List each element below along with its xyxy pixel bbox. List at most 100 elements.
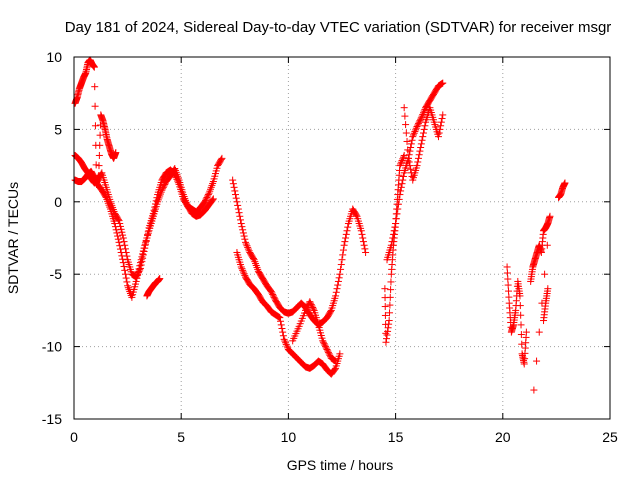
data-point [161,180,169,188]
data-point [282,340,290,348]
x-tick-label: 20 [495,429,511,445]
data-point [118,228,126,236]
data-point [385,320,393,328]
data-point [241,271,249,279]
y-tick-label: 0 [54,194,62,210]
data-point [409,133,417,141]
data-point [245,247,253,255]
data-point [383,331,391,339]
data-point [359,234,367,242]
data-point [418,112,426,120]
data-point [398,180,406,188]
data-point [133,274,141,282]
data-point [390,227,398,235]
data-point [385,317,393,325]
data-point [336,270,344,278]
data-point [115,238,123,246]
x-tick-label: 0 [70,429,78,445]
data-point [91,122,99,130]
data-point [340,241,348,249]
data-point [518,340,526,348]
y-tick-label: -15 [42,411,62,427]
data-point [391,223,399,231]
data-point [503,263,511,271]
data-point [535,328,543,336]
data-point [411,128,419,136]
data-point [249,255,257,263]
data-point [343,227,351,235]
data-point [320,340,328,348]
data-point [319,338,327,346]
data-point [241,235,249,243]
data-point [397,160,405,168]
data-point [437,122,445,130]
data-point [121,270,129,278]
tick-marks [73,56,611,420]
data-point [95,172,103,180]
data-point [414,120,422,128]
data-point [119,255,127,263]
data-point [324,348,332,356]
data-point [352,211,360,219]
data-point [522,328,530,336]
x-tick-labels: 0 5 10 15 20 25 [70,429,618,445]
data-point [392,220,400,228]
data-point [338,256,346,264]
data-point [139,250,147,258]
data-point [323,345,331,353]
data-point [282,339,290,347]
data-point [389,234,397,242]
data-point [344,223,352,231]
data-point [517,331,525,339]
data-point [394,205,402,213]
y-axis-label: SDTVAR / TECUs [5,182,21,294]
data-point [119,234,127,242]
data-point [267,288,275,296]
data-point [386,309,394,317]
data-point [342,230,350,238]
data-point [96,131,104,139]
data-point [399,172,407,180]
data-point [233,198,241,206]
data-point [118,252,126,260]
data-point [242,238,250,246]
data-point [504,275,512,283]
data-point [309,305,317,313]
data-point [381,285,389,293]
data-point [410,129,418,137]
data-point [209,196,217,204]
y-tick-labels: -15 -10 -5 0 5 10 [42,49,62,427]
data-point [111,223,119,231]
data-point [136,262,144,270]
data-point [123,278,131,286]
data-point [307,301,315,309]
data-point [95,162,103,170]
data-point [342,234,350,242]
data-point [119,259,127,267]
data-point [159,183,167,191]
data-point [418,136,426,144]
data-point [439,111,447,119]
data-point [307,299,315,307]
data-point [384,327,392,335]
data-point [533,357,541,365]
data-point [399,176,407,184]
data-point [119,231,127,239]
data-point [339,251,347,259]
data-point [101,192,109,200]
data-point [279,328,287,336]
data-point [268,289,276,297]
data-point [362,248,370,256]
data-point [388,238,396,246]
data-point [393,210,401,218]
data-point [392,215,400,223]
data-point [232,194,240,202]
data-point [235,209,243,217]
data-point [116,242,124,250]
data-point [397,187,405,195]
data-point [360,241,368,249]
data-point [322,343,330,351]
data-point [111,220,119,228]
data-point [341,238,349,246]
